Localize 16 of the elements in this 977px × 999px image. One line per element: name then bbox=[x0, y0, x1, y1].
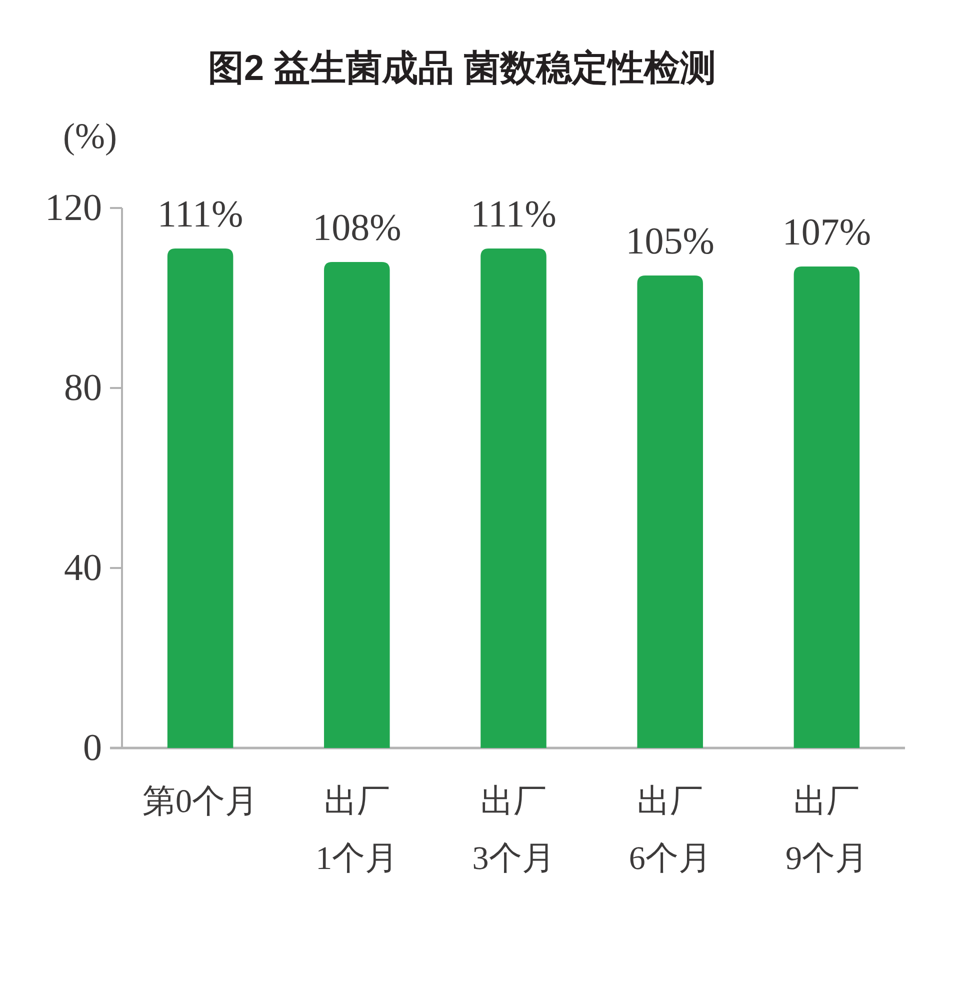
ylabel: (%) bbox=[63, 116, 117, 156]
x-tick-label: 出厂 9个月 bbox=[785, 784, 868, 877]
title: 图2 益生菌成品 菌数稳定性检测 bbox=[208, 47, 716, 88]
data-label: 105% bbox=[626, 220, 714, 262]
x-tick-label: 第0个月 bbox=[142, 784, 258, 820]
x-tick-label: 出厂 3个月 bbox=[472, 784, 555, 877]
y-tick-label: 0 bbox=[83, 727, 102, 769]
data-label: 111% bbox=[470, 194, 556, 236]
y-tick-label: 80 bbox=[64, 367, 102, 409]
x-tick-label: 出厂 1个月 bbox=[316, 784, 398, 877]
data-label: 108% bbox=[312, 207, 402, 249]
data-label: 111% bbox=[157, 194, 244, 236]
data-label: 107% bbox=[782, 212, 872, 254]
y-tick-label: 120 bbox=[45, 187, 102, 229]
y-tick-label: 40 bbox=[64, 547, 102, 589]
x-tick-label: 出厂 6个月 bbox=[628, 784, 712, 877]
